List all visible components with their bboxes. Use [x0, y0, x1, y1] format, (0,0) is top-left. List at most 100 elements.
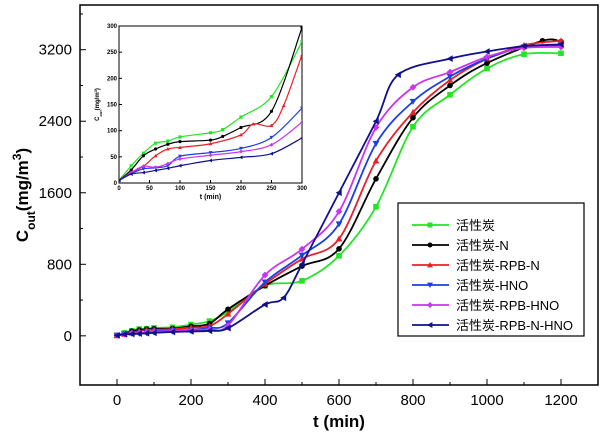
data-point — [298, 245, 306, 253]
x-tick-label: 1200 — [544, 392, 577, 409]
data-point — [335, 235, 343, 242]
data-point — [300, 52, 302, 57]
series-line — [119, 121, 302, 181]
data-point — [558, 50, 564, 57]
series-line — [119, 137, 302, 181]
y-axis-label: Cout(mg/m3) — [93, 88, 103, 121]
y-axis-label-close: ) — [13, 148, 32, 154]
y-axis-label-sup: 3 — [10, 153, 24, 160]
data-point — [178, 135, 182, 139]
data-point — [153, 168, 158, 173]
data-point — [261, 301, 268, 308]
x-tick-label: 200 — [178, 392, 203, 409]
data-point — [298, 260, 305, 268]
data-point — [300, 136, 302, 140]
data-point — [269, 151, 274, 156]
y-axis-label-sub: out — [24, 211, 38, 230]
data-point — [281, 103, 286, 108]
data-point — [446, 73, 454, 80]
data-point — [394, 71, 401, 79]
x-tick-label: 0 — [117, 186, 121, 192]
x-tick-label: 800 — [400, 392, 425, 409]
x-tick-label: 50 — [146, 186, 153, 192]
data-point — [187, 328, 194, 335]
x-axis-label: t (min) — [313, 412, 365, 431]
data-point — [224, 324, 231, 332]
data-point — [335, 189, 342, 197]
data-point — [208, 131, 213, 135]
data-point — [129, 164, 133, 168]
legend-item: 活性炭-RPB-HNO — [412, 298, 559, 313]
data-point — [165, 147, 170, 151]
data-point — [154, 147, 158, 151]
y-tick-label: 200 — [107, 76, 118, 82]
data-point — [269, 142, 274, 147]
data-point — [121, 330, 128, 338]
data-point — [208, 151, 213, 155]
data-point — [520, 42, 527, 50]
data-point — [269, 135, 274, 140]
x-tick-label: 100 — [175, 186, 186, 192]
legend-label: 活性炭-RPB-N — [456, 258, 540, 273]
data-point — [221, 134, 225, 139]
data-point — [298, 252, 306, 259]
y-tick-label: 3200 — [39, 42, 72, 59]
data-point — [300, 40, 302, 44]
data-point — [299, 278, 305, 284]
data-point — [239, 115, 243, 119]
data-point — [178, 145, 182, 149]
data-point — [261, 271, 269, 279]
data-point — [239, 149, 243, 154]
y-tick-label: 0 — [114, 181, 118, 187]
data-point — [335, 208, 343, 215]
y-tick-label: 800 — [47, 256, 72, 273]
data-point — [335, 221, 343, 228]
legend-marker — [427, 322, 433, 328]
data-point — [154, 141, 158, 145]
data-point — [300, 106, 302, 111]
data-point — [336, 246, 342, 252]
data-point — [410, 114, 416, 121]
data-point — [269, 95, 274, 99]
data-point — [483, 48, 490, 55]
legend-label: 活性炭 — [456, 218, 495, 233]
data-point — [521, 51, 527, 57]
data-point — [166, 139, 170, 143]
legend-item: 活性炭-RPB-N-HNO — [412, 318, 573, 333]
legend-item: 活性炭 — [412, 218, 495, 233]
y-axis-label-close: ) — [95, 88, 101, 90]
x-tick-label: 150 — [205, 186, 216, 192]
data-point — [153, 153, 158, 158]
legend-label: 活性炭-RPB-HNO — [456, 298, 559, 313]
legend-item: 活性炭-N — [412, 238, 509, 253]
data-point — [178, 154, 182, 159]
data-point — [153, 165, 158, 170]
data-point — [141, 154, 145, 158]
data-point — [225, 306, 231, 313]
data-point — [178, 140, 182, 144]
data-point — [224, 310, 232, 317]
data-point — [113, 332, 120, 339]
legend-marker — [427, 222, 433, 228]
y-axis-label-sup: 3 — [93, 89, 98, 92]
data-point — [409, 98, 417, 105]
legend-label: 活性炭-N — [456, 238, 509, 253]
data-point — [128, 330, 135, 338]
data-point — [135, 330, 142, 338]
data-point — [269, 123, 274, 127]
legend-marker — [427, 262, 433, 268]
data-point — [300, 120, 302, 125]
data-point — [372, 140, 380, 147]
data-point — [165, 164, 170, 168]
data-point — [251, 121, 256, 126]
data-point — [446, 55, 453, 63]
data-point — [280, 294, 287, 302]
y-tick-label: 50 — [110, 155, 117, 161]
x-tick-label: 1000 — [470, 392, 503, 409]
legend-marker — [427, 242, 433, 248]
y-tick-label: 0 — [64, 328, 72, 345]
data-point — [208, 141, 213, 146]
